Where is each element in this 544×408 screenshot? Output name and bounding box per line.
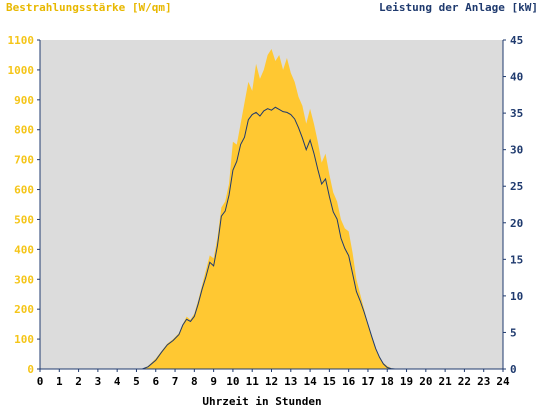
right-tick-label: 15: [510, 253, 523, 266]
left-tick-label: 100: [14, 333, 34, 346]
x-tick-label: 2: [75, 375, 82, 388]
right-tick-label: 40: [510, 71, 523, 84]
left-tick-label: 300: [14, 273, 34, 286]
x-tick-label: 21: [439, 375, 453, 388]
power-line-series: [40, 106, 503, 370]
right-tick-label: 45: [510, 34, 523, 47]
left-tick-label: 800: [14, 124, 34, 137]
left-tick-label: 500: [14, 213, 34, 226]
x-tick-label: 5: [133, 375, 140, 388]
x-tick-label: 7: [172, 375, 179, 388]
x-tick-label: 19: [400, 375, 413, 388]
x-tick-label: 14: [303, 375, 317, 388]
right-tick-label: 20: [510, 217, 523, 230]
left-tick-label: 1000: [8, 64, 35, 77]
x-tick-label: 20: [419, 375, 432, 388]
left-tick-label: 1100: [8, 34, 35, 47]
x-tick-label: 16: [342, 375, 356, 388]
x-tick-label: 6: [152, 375, 159, 388]
left-tick-label: 0: [27, 363, 34, 376]
left-tick-label: 200: [14, 303, 34, 316]
right-tick-label: 35: [510, 107, 523, 120]
left-axis-title: Bestrahlungsstärke [W/qm]: [6, 1, 172, 14]
x-tick-label: 23: [477, 375, 490, 388]
right-axis-title: Leistung der Anlage [kW]: [379, 1, 538, 14]
x-tick-label: 17: [361, 375, 374, 388]
x-tick-label: 11: [246, 375, 260, 388]
right-tick-labels: 0 5 10 15 20 25 30 35 40 45: [503, 34, 523, 376]
x-tick-label: 15: [323, 375, 336, 388]
left-tick-labels: 0 100 200 300 400 500 600 700 800 900 1000 1100: [8, 34, 40, 376]
left-tick-label: 900: [14, 94, 34, 107]
x-tick-label: 24: [496, 375, 510, 388]
x-tick-label: 8: [191, 375, 198, 388]
x-tick-label: 10: [226, 375, 239, 388]
x-tick-labels: 0 1 2 3 4 5 6 7 8 9 10 11 12 13 14 15 16 17 18 19 20 21 22 23 24: [37, 369, 510, 388]
right-tick-label: 30: [510, 144, 523, 157]
x-tick-label: 3: [95, 375, 102, 388]
right-tick-label: 0: [510, 363, 517, 376]
x-tick-label: 0: [37, 375, 44, 388]
right-tick-label: 25: [510, 180, 523, 193]
left-tick-label: 400: [14, 243, 34, 256]
x-tick-label: 22: [458, 375, 471, 388]
x-tick-label: 9: [210, 375, 217, 388]
left-tick-label: 700: [14, 154, 34, 167]
right-tick-label: 10: [510, 290, 523, 303]
x-tick-label: 1: [56, 375, 63, 388]
x-axis-label: Uhrzeit in Stunden: [202, 395, 321, 408]
irradiance-area-series: [40, 48, 503, 369]
x-tick-label: 12: [265, 375, 278, 388]
right-tick-label: 5: [510, 326, 517, 339]
x-tick-label: 18: [381, 375, 394, 388]
x-tick-label: 4: [114, 375, 121, 388]
left-tick-label: 600: [14, 184, 34, 197]
x-tick-label: 13: [284, 375, 297, 388]
